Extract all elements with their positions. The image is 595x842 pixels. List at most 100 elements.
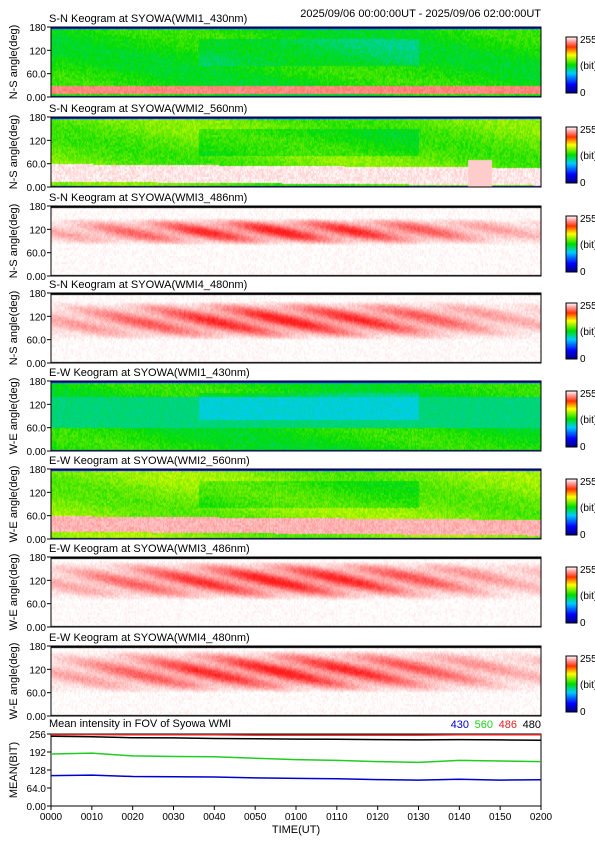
panel-title: E-W Keogram at SYOWA(WMI4_480nm) — [49, 632, 250, 644]
y-tick-label: 60.0 — [27, 70, 47, 81]
y-tick-label: 60.0 — [27, 424, 47, 435]
y-tick-label: 256 — [29, 730, 46, 741]
line-chart-title: Mean intensity in FOV of Syowa WMI — [49, 718, 231, 730]
y-tick-label: 0.00 — [27, 623, 47, 634]
y-tick-label: 64.0 — [27, 784, 47, 795]
panel-frame — [50, 205, 542, 277]
keogram-panel: E-W Keogram at SYOWA(WMI1_430nm)180 120 60… — [8, 367, 595, 458]
y-axis-label: W-E angle(deg) — [8, 554, 20, 631]
keogram-image — [51, 381, 541, 451]
x-tick-label: 0150 — [489, 812, 512, 823]
line-chart-frame — [50, 733, 542, 807]
keogram-panel: S-N Keogram at SYOWA(WMI3_486nm)180 120 60… — [8, 192, 595, 283]
keogram-panel: E-W Keogram at SYOWA(WMI4_480nm)180 120 60… — [8, 632, 595, 723]
y-tick-label: 120 — [29, 400, 46, 411]
y-tick-label: 180 — [29, 23, 46, 34]
y-tick-label: 120 — [29, 136, 46, 147]
series-line-486 — [51, 733, 541, 736]
panel-title: S-N Keogram at SYOWA(WMI4_480nm) — [49, 279, 247, 291]
y-tick-label: 0.00 — [27, 183, 47, 194]
colorbar-min-label: 0 — [580, 707, 586, 718]
keogram-image — [51, 646, 541, 716]
colorbar-unit-label: (bit) — [580, 240, 595, 251]
y-axis-label: MEAN(BIT) — [8, 742, 20, 798]
y-tick-label: 60.0 — [27, 600, 47, 611]
keogram-image — [51, 27, 541, 97]
keogram-panel: E-W Keogram at SYOWA(WMI2_560nm)180 120 60… — [8, 455, 595, 546]
series-line-430 — [50, 774, 542, 781]
keogram-image — [51, 206, 541, 276]
x-tick-label: 0100 — [285, 812, 308, 823]
y-tick-label: 120 — [29, 665, 46, 676]
y-axis-label: N-S angle(deg) — [8, 115, 20, 190]
y-tick-label: 180 — [29, 642, 46, 653]
colorbar-min-label: 0 — [580, 178, 586, 189]
y-tick-label: 0.00 — [27, 93, 47, 104]
panel-frame — [50, 292, 542, 364]
panel-title: S-N Keogram at SYOWA(WMI3_486nm) — [49, 192, 247, 204]
keogram-panel: S-N Keogram at SYOWA(WMI4_480nm)180 120 60… — [8, 279, 595, 370]
y-tick-label: 180 — [29, 113, 46, 124]
x-tick-label: 0120 — [367, 812, 390, 823]
y-tick-label: 0.00 — [27, 272, 47, 283]
colorbar-max-label: 255 — [580, 654, 595, 665]
colorbar-max-label: 255 — [580, 565, 595, 576]
colorbar-max-label: 255 — [580, 35, 595, 46]
x-tick-label: 0200 — [530, 812, 553, 823]
y-tick-label: 60.0 — [27, 336, 47, 347]
keogram-panel: S-N Keogram at SYOWA(WMI1_430nm)180 120 60… — [8, 13, 595, 104]
x-tick-label: 0030 — [162, 812, 185, 823]
y-tick-label: 0.00 — [27, 802, 47, 813]
y-tick-label: 120 — [29, 576, 46, 587]
colorbar-unit-label: (bit) — [580, 61, 595, 72]
panel-frame — [50, 556, 542, 628]
colorbar-max-label: 255 — [580, 125, 595, 136]
y-tick-label: 180 — [29, 553, 46, 564]
legend-entry: 480 — [523, 719, 541, 731]
colorbar — [565, 566, 578, 624]
y-tick-label: 120 — [29, 312, 46, 323]
y-tick-label: 60.0 — [27, 249, 47, 260]
panel-frame — [50, 468, 542, 540]
colorbar-unit-label: (bit) — [580, 415, 595, 426]
mean-intensity-chart: Mean intensity in FOV of Syowa WMI 480 486… — [8, 718, 553, 836]
panel-frame — [50, 116, 542, 188]
panel-title: E-W Keogram at SYOWA(WMI3_486nm) — [49, 543, 250, 555]
keogram-panel: E-W Keogram at SYOWA(WMI3_486nm)180 120 60… — [8, 543, 595, 634]
y-tick-label: 180 — [29, 377, 46, 388]
colorbar-unit-label: (bit) — [580, 680, 595, 691]
y-axis-label: W-E angle(deg) — [8, 643, 20, 720]
x-tick-label: 0110 — [326, 812, 348, 823]
colorbar-min-label: 0 — [580, 618, 586, 629]
panel-title: E-W Keogram at SYOWA(WMI2_560nm) — [49, 455, 250, 467]
colorbar-min-label: 0 — [580, 354, 586, 365]
y-tick-label: 60.0 — [27, 689, 47, 700]
y-tick-label: 120 — [29, 46, 46, 57]
colorbar-min-label: 0 — [580, 442, 586, 453]
colorbar-unit-label: (bit) — [580, 151, 595, 162]
y-tick-label: 128 — [29, 766, 46, 777]
colorbar — [565, 36, 578, 94]
y-tick-label: 180 — [29, 202, 46, 213]
panel-frame — [50, 26, 542, 98]
colorbar-max-label: 255 — [580, 214, 595, 225]
x-tick-label: 0000 — [40, 812, 63, 823]
y-axis-label: N-S angle(deg) — [8, 25, 20, 100]
colorbar — [565, 655, 578, 713]
colorbar — [565, 126, 578, 184]
keogram-image — [51, 117, 541, 187]
colorbar-min-label: 0 — [580, 267, 586, 278]
x-tick-label: 0130 — [407, 812, 430, 823]
y-tick-label: 60.0 — [27, 160, 47, 171]
x-tick-label: 0140 — [448, 812, 471, 823]
panel-title: S-N Keogram at SYOWA(WMI2_560nm) — [49, 103, 247, 115]
keogram-panel: S-N Keogram at SYOWA(WMI2_560nm)180 120 60… — [8, 103, 595, 194]
y-tick-label: 0.00 — [27, 535, 47, 546]
x-tick-label: 0050 — [244, 812, 267, 823]
colorbar — [565, 478, 578, 536]
colorbar — [565, 215, 578, 273]
panel-frame — [50, 380, 542, 452]
colorbar-min-label: 0 — [580, 88, 586, 99]
series-line-560 — [50, 752, 542, 764]
